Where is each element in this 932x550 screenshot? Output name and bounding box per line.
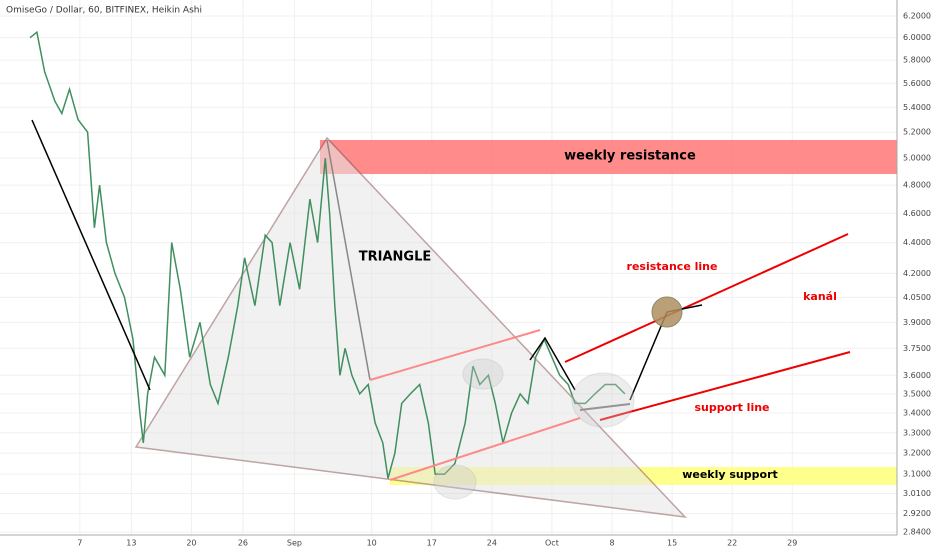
y-tick-label: 3.0100 <box>903 489 931 498</box>
y-tick-label: 3.7500 <box>903 344 931 353</box>
y-tick-label: 5.8000 <box>903 56 931 65</box>
chart-title: OmiseGo / Dollar, 60, BITFINEX, Heikin A… <box>6 6 202 16</box>
y-tick-label: 4.0500 <box>903 293 931 302</box>
x-tick-label: 26 <box>238 539 248 548</box>
y-tick-label: 3.3000 <box>903 428 931 437</box>
channel-line <box>369 329 541 381</box>
target-circle <box>651 296 683 328</box>
y-tick-label: 4.8000 <box>903 181 931 190</box>
x-tick-label: 17 <box>427 539 437 548</box>
y-tick-label: 6.0000 <box>903 33 931 42</box>
x-tick-label: 10 <box>367 539 377 548</box>
x-tick-label: 15 <box>667 539 677 548</box>
x-tick-label: 8 <box>609 539 614 548</box>
annotation: resistance line <box>627 260 718 273</box>
y-tick-label: 3.1000 <box>903 470 931 479</box>
annotation: kanál <box>803 290 837 303</box>
y-tick-label: 4.6000 <box>903 209 931 218</box>
annotation: support line <box>694 401 769 414</box>
x-tick-label: Sep <box>287 539 302 548</box>
y-tick-label: 2.8400 <box>903 527 931 536</box>
y-tick-label: 3.9000 <box>903 318 931 327</box>
y-tick-label: 5.0000 <box>903 154 931 163</box>
y-tick-label: 5.2000 <box>903 128 931 137</box>
y-tick-label: 4.2000 <box>903 269 931 278</box>
resistance-zone <box>320 140 897 174</box>
circle <box>462 358 504 390</box>
y-tick-label: 5.4000 <box>903 103 931 112</box>
circle <box>571 372 635 428</box>
x-tick-label: 13 <box>126 539 136 548</box>
y-tick-label: 2.9200 <box>903 509 931 518</box>
y-tick-label: 4.4000 <box>903 238 931 247</box>
price-line <box>29 30 626 479</box>
y-tick-label: 3.2000 <box>903 449 931 458</box>
x-tick-label: 20 <box>186 539 196 548</box>
y-tick-label: 6.2000 <box>903 12 931 21</box>
y-tick-label: 3.6000 <box>903 371 931 380</box>
y-tick-label: 3.4000 <box>903 409 931 418</box>
x-tick-label: 24 <box>487 539 497 548</box>
annotation: weekly resistance <box>564 149 696 164</box>
zigzag <box>529 336 576 391</box>
support-line <box>599 351 851 421</box>
annotation: TRIANGLE <box>359 250 432 265</box>
drawing-line <box>326 139 371 381</box>
x-tick-label: 29 <box>787 539 797 548</box>
annotation: weekly support <box>682 468 778 481</box>
drawing-line <box>579 403 631 411</box>
y-tick-label: 5.6000 <box>903 79 931 88</box>
triangle <box>134 136 687 519</box>
x-tick-label: Oct <box>545 539 559 548</box>
x-tick-label: 7 <box>77 539 82 548</box>
channel-line <box>389 417 581 481</box>
series <box>29 30 626 479</box>
y-tick-label: 3.5000 <box>903 389 931 398</box>
circle <box>433 464 477 500</box>
resistance-line <box>564 233 849 363</box>
trend-line <box>31 119 151 391</box>
x-tick-label: 22 <box>727 539 737 548</box>
